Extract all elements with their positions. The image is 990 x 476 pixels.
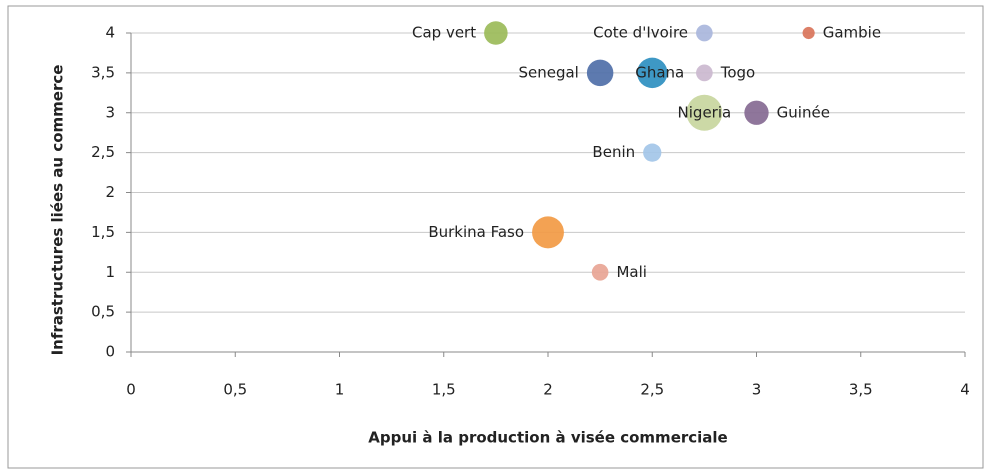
bubble (686, 94, 723, 131)
y-tick-label: 0 (105, 343, 115, 361)
bubble (696, 24, 713, 42)
x-tick-label: 0 (126, 381, 136, 399)
x-tick-label: 0,5 (223, 381, 247, 399)
y-tick-label: 1 (105, 263, 115, 281)
bubble (532, 216, 564, 249)
x-tick-label: 2 (543, 381, 553, 399)
bubble (802, 26, 815, 40)
y-tick-label: 2,5 (91, 143, 115, 161)
y-tick-label: 0,5 (91, 303, 115, 321)
x-tick-label: 4 (960, 381, 970, 399)
x-tick-label: 2,5 (640, 381, 664, 399)
x-tick-label: 1,5 (432, 381, 456, 399)
data-label: Nigeria (678, 103, 732, 121)
y-tick-label: 1,5 (91, 223, 115, 241)
bubble (591, 263, 609, 281)
bubble (696, 64, 713, 82)
x-tick-label: 1 (335, 381, 345, 399)
y-axis-title: Infrastructures liées au commerce (49, 65, 67, 356)
y-tick-label: 2 (105, 183, 115, 201)
bubble (637, 57, 668, 89)
y-tick-label: 4 (105, 24, 115, 42)
data-label: Burkina Faso (428, 223, 524, 241)
data-label: Benin (592, 143, 635, 161)
data-label: Togo (720, 63, 756, 81)
data-label: Cote d'Ivoire (593, 24, 688, 42)
data-label: Senegal (518, 63, 578, 81)
data-label: Gambie (823, 24, 881, 42)
bubble (643, 143, 662, 162)
bubble (744, 100, 769, 125)
x-axis-title: Appui à la production à visée commercial… (368, 429, 727, 447)
y-tick-label: 3,5 (91, 63, 115, 81)
x-tick-label: 3,5 (849, 381, 873, 399)
bubble (484, 21, 508, 45)
data-label: Cap vert (412, 24, 476, 42)
data-label: Ghana (635, 63, 684, 81)
data-label: Guinée (777, 103, 830, 121)
bubble (586, 59, 614, 87)
x-tick-label: 3 (752, 381, 762, 399)
y-tick-label: 3 (105, 103, 115, 121)
data-label: Mali (616, 263, 646, 281)
chart-frame (7, 5, 984, 469)
